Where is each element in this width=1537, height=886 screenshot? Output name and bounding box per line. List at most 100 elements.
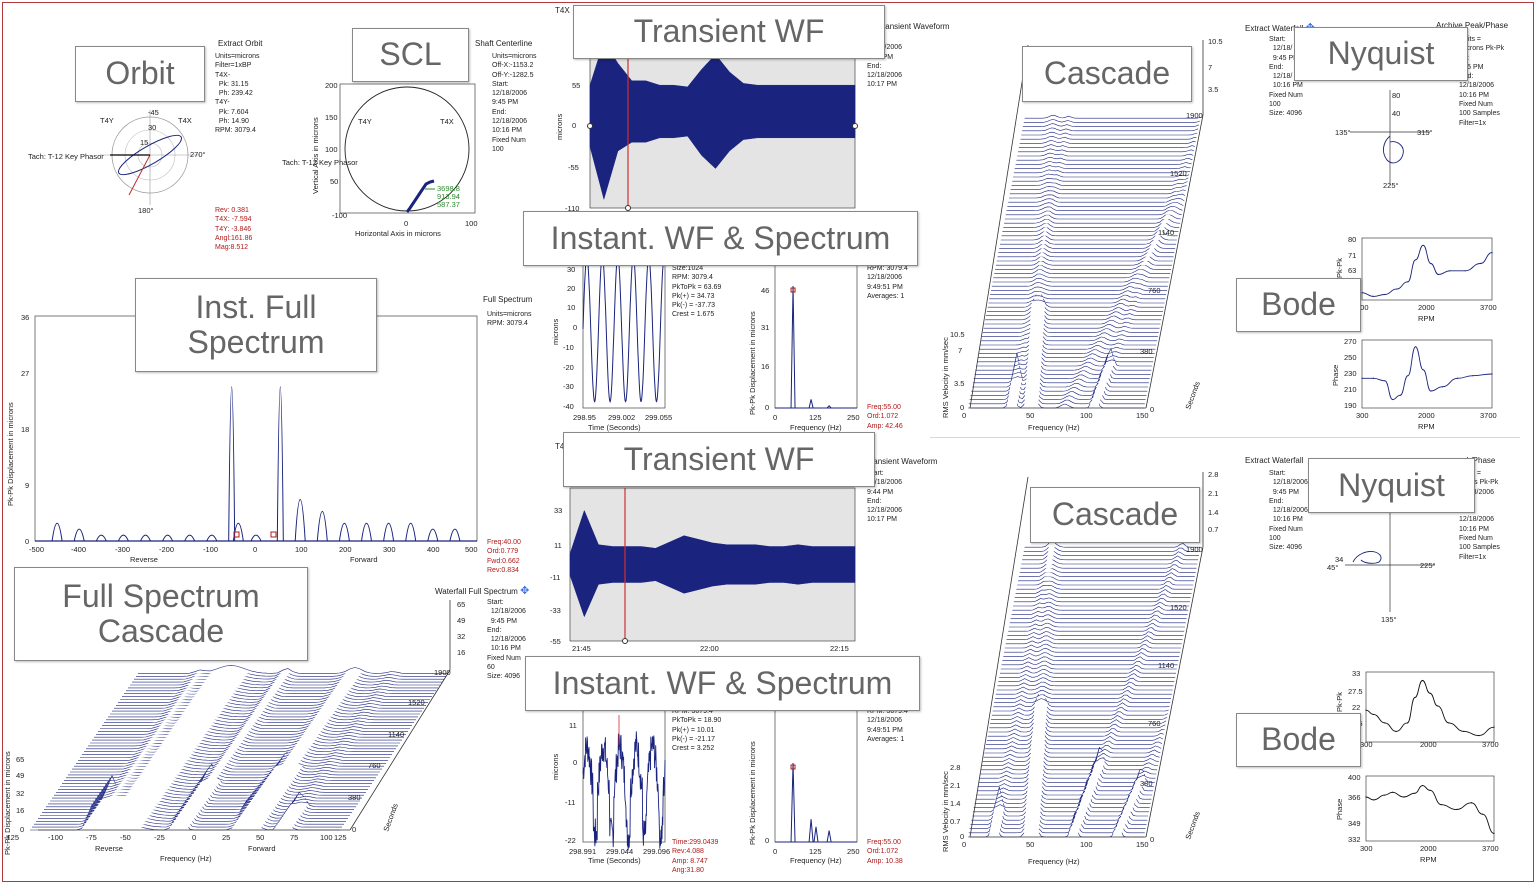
- btp-ytick-270: 270: [1344, 337, 1357, 346]
- inst-bot-wf-plot: 11 0 -11 -22 298.991 299.044 299.096 Tim…: [551, 704, 670, 865]
- ist-xlabel: Frequency (Hz): [790, 423, 842, 432]
- wffs-ztick-1140: 1140: [388, 730, 404, 739]
- fs-peak: [73, 528, 85, 542]
- fs-xtick-2: -400: [71, 545, 86, 554]
- scl-t4y: T4Y: [358, 117, 372, 126]
- cab-ztick-21: 2.1: [1208, 489, 1218, 498]
- wffs-trace: [108, 708, 418, 718]
- trb-ytick-m55: -55: [550, 637, 561, 646]
- cab-ytick-14: 1.4: [950, 799, 960, 808]
- wffs-trace: [126, 682, 436, 692]
- cat-xtick-150: 150: [1136, 411, 1149, 420]
- label-transient-wf-bottom: Transient WF: [563, 432, 875, 487]
- btp-xtick-3700: 3700: [1480, 411, 1497, 420]
- iwt-ytick-30: 30: [567, 265, 575, 274]
- fs-ylabel: Pk-Pk Displacement in microns: [6, 402, 15, 506]
- bode-bot-phase-point: [1470, 802, 1473, 804]
- cascade-bot-trace: [982, 740, 1159, 762]
- wf-fs-title: Waterfall Full Spectrum ✥: [435, 585, 530, 597]
- wffs-xtick-9: 75: [290, 833, 298, 842]
- bta-ylabel: ns Pk-Pk: [1335, 258, 1344, 288]
- cascade-top-trace: [1020, 135, 1197, 140]
- scl-ytick-50: 50: [330, 177, 338, 186]
- cascade-bot-trace: [1009, 618, 1186, 624]
- cat-ztick-760: 760: [1148, 286, 1161, 295]
- wf-fs-info: Start: 12/18/2006 9:45 PM End: 12/18/200…: [487, 599, 526, 681]
- bode-top-phase-point: [1391, 398, 1394, 401]
- cascade-top-trace: [1004, 217, 1181, 224]
- wffs-xtick-11: 125: [334, 833, 347, 842]
- btp-ytick-230: 230: [1344, 369, 1357, 378]
- bode-bot-amp-point: [1429, 692, 1431, 694]
- bode-top-phase-plot: 270 250 230 210 190 300 2000 3700 RPM Ph…: [1331, 337, 1497, 431]
- cascade-top-trace: [1018, 144, 1195, 148]
- ny-top-tick-80: 80: [1392, 91, 1400, 100]
- iwb-ytick-m11: -11: [565, 798, 575, 807]
- fs-xtick-8: 200: [339, 545, 352, 554]
- cascade-top-trace: [973, 356, 1150, 379]
- fs-peak: [383, 522, 395, 542]
- iwt-xtick-3: 299.055: [645, 413, 672, 422]
- cascade-top-trace: [1024, 114, 1201, 119]
- cascade-top-trace: [1013, 169, 1190, 174]
- trans-top-tab[interactable]: T4X: [555, 6, 570, 15]
- fs-peak: [449, 528, 461, 542]
- cascade-top-trace: [970, 365, 1147, 396]
- bode-top-phase-point: [1372, 377, 1375, 379]
- cab-ztick-760: 760: [1148, 719, 1161, 728]
- trans-bot-title: Transient Waveform: [866, 457, 938, 466]
- ny-bot-45: 45°: [1327, 563, 1338, 572]
- bode-bot-amp-point: [1395, 730, 1397, 732]
- cascade-bot-trace: [1006, 635, 1183, 640]
- wffs-trace: [122, 688, 432, 697]
- cab-zlabel: Seconds: [1183, 810, 1202, 841]
- cat-ytick-0: 0: [960, 403, 964, 412]
- bode-bot-amp-point: [1463, 730, 1465, 732]
- cascade-top-trace: [1001, 229, 1178, 237]
- cab-ztick-380: 380: [1140, 779, 1153, 788]
- inst-top-sp-cursor: Freq:55.00 Ord:1.072 Amp: 42.46: [867, 404, 903, 430]
- cascade-top-trace: [994, 269, 1171, 274]
- trans-bot-tab[interactable]: T4: [555, 442, 565, 451]
- fs-peak: [51, 522, 63, 542]
- cab-xtick-150: 150: [1136, 840, 1149, 849]
- bode-top-amp-point: [1430, 262, 1432, 265]
- trb-xtick-1: 21:45: [572, 644, 591, 653]
- label-scl: SCL: [352, 28, 469, 82]
- cat-ztick-105: 10.5: [1208, 37, 1223, 46]
- cascade-bot-trace: [978, 758, 1155, 783]
- cascade-bot-trace: [1011, 610, 1188, 615]
- bta-xlabel: RPM: [1418, 314, 1435, 323]
- cat-ztick-1520: 1520: [1170, 169, 1187, 178]
- iwt-ytick-m10: -10: [563, 343, 574, 352]
- wffs-trace: [80, 749, 390, 758]
- bta-xtick-2000: 2000: [1418, 303, 1435, 312]
- cascade-top-trace: [983, 310, 1160, 329]
- cascade-top-trace: [1019, 140, 1196, 144]
- wffs-ytick-16: 16: [16, 806, 24, 815]
- cascade-top-trace: [1022, 127, 1199, 132]
- iwb-ytick-11: 11: [569, 721, 577, 730]
- bode-top-phase-point: [1422, 369, 1424, 371]
- btp-xtick-300: 300: [1356, 411, 1369, 420]
- orbit-tick-45: -45: [148, 108, 159, 117]
- cascade-top-trace: [974, 352, 1151, 375]
- cascade-bot-trace: [1013, 597, 1190, 603]
- bode-bot-phase-point: [1391, 791, 1393, 793]
- bode-bot-amp-point: [1414, 696, 1416, 699]
- cascade-top-trace: [977, 337, 1154, 358]
- wffs-trace: [64, 759, 374, 781]
- cascade-bot-trace: [1007, 631, 1184, 636]
- ny-bot-225: 225°: [1420, 561, 1436, 570]
- crosshair-icon[interactable]: ✥: [520, 585, 530, 597]
- wffs-ztick-32: 32: [457, 632, 465, 641]
- bode-top-amp-point: [1422, 244, 1424, 246]
- cascade-top-trace: [1022, 123, 1200, 127]
- cascade-top-trace: [1000, 237, 1176, 245]
- cascade-bot-trace: [1018, 571, 1195, 577]
- ist-ytick-16: 16: [761, 362, 769, 371]
- cascade-top-trace: [1002, 225, 1179, 232]
- inst-top-sp-info: RPM: 3079.4 12/18/2006 9:49:51 PM Averag…: [867, 265, 908, 300]
- bbp-ytick-332: 332: [1348, 835, 1361, 844]
